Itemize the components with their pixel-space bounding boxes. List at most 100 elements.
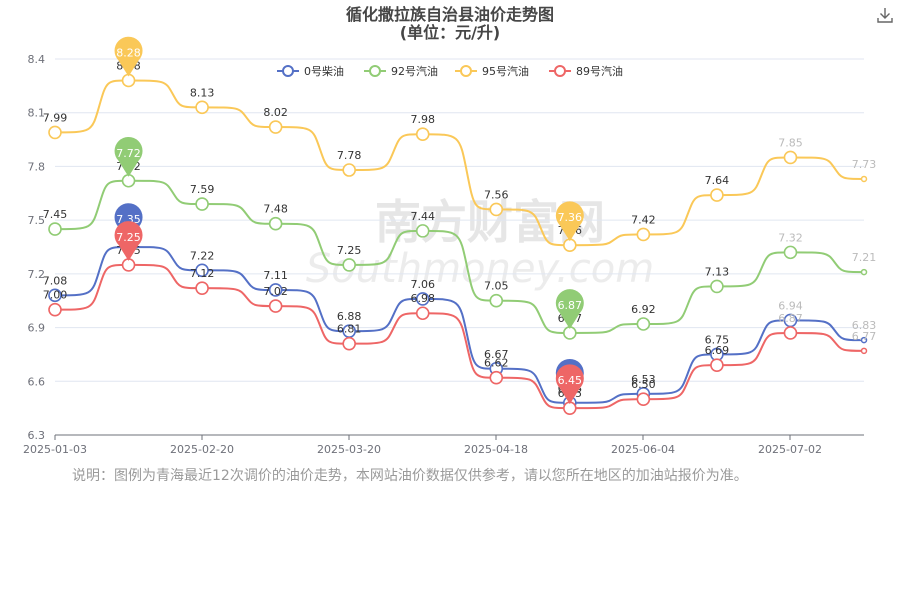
data-label: 7.85 <box>778 136 803 149</box>
pin-shape <box>114 136 143 177</box>
data-label: 6.92 <box>631 303 656 316</box>
data-label: 7.11 <box>263 269 288 282</box>
data-point <box>783 150 798 165</box>
data-label: 6.77 <box>852 330 877 343</box>
data-point <box>636 392 651 406</box>
legend-label: 89号汽油 <box>576 64 623 78</box>
data-label: 8.02 <box>263 106 288 119</box>
data-label: 7.59 <box>190 183 215 196</box>
x-tick-label: 2025-02-20 <box>170 443 234 456</box>
series-line <box>54 179 865 334</box>
pin-shape <box>114 221 143 261</box>
data-label: 6.53 <box>631 373 656 386</box>
y-tick-label: 6.3 <box>28 429 46 442</box>
data-point <box>48 288 62 303</box>
data-point <box>342 258 356 272</box>
axes: 6.3 6.6 6.9 7.2 7.5 7.8 8.1 8.4 2025-01-03 2025-0… <box>23 53 864 456</box>
y-tick-label: 7.5 <box>28 214 46 227</box>
series <box>48 73 868 415</box>
data-label: 7.56 <box>484 188 509 201</box>
data-label: 7.78 <box>337 149 362 162</box>
legend-marker <box>369 65 381 77</box>
data-point <box>48 302 62 317</box>
chart-note: 说明：图例为青海最近12次调价的油价走势，本网站油价数据仅供参考，请以您所在地区… <box>72 468 748 484</box>
chart-subtitle: (单位：元/升) <box>400 23 500 42</box>
grid <box>55 58 864 382</box>
pin-label: 7.72 <box>116 147 141 160</box>
data-label: 7.12 <box>190 267 215 280</box>
data-label: 7.32 <box>778 231 803 244</box>
x-tick-label: 2025-01-03 <box>23 443 87 456</box>
series-line <box>54 79 865 247</box>
x-tick-label: 2025-07-02 <box>758 443 822 456</box>
data-label: 6.87 <box>778 312 803 325</box>
data-point <box>710 188 724 202</box>
data-point <box>415 127 430 141</box>
data-point <box>710 279 724 294</box>
markpoints: 7.356.487.726.878.287.367.256.45 <box>114 36 584 405</box>
data-point <box>48 222 62 236</box>
data-label: 6.81 <box>337 323 362 336</box>
legend-item[interactable]: 89号汽油 <box>549 64 623 78</box>
legend-item[interactable]: 95号汽油 <box>455 64 529 78</box>
data-label: 7.05 <box>484 280 509 293</box>
data-point <box>636 317 651 331</box>
data-point <box>783 326 798 340</box>
data-label: 7.02 <box>263 285 288 298</box>
data-label: 6.67 <box>484 348 509 361</box>
data-label: 7.48 <box>263 203 288 216</box>
data-point <box>195 100 209 115</box>
data-point <box>860 175 868 183</box>
data-label: 6.98 <box>410 292 435 305</box>
markpoint-pin: 6.45 <box>555 364 584 405</box>
watermark-en: Southmoney.com <box>306 246 654 292</box>
legend-label: 95号汽油 <box>482 64 529 78</box>
data-point <box>195 281 209 295</box>
data-label: 6.50 <box>631 378 656 391</box>
data-label: 7.99 <box>43 111 68 124</box>
data-label: 7.98 <box>410 113 435 126</box>
markpoint-pin: 7.36 <box>555 201 584 242</box>
data-point <box>268 216 283 231</box>
legend-item[interactable]: 92号汽油 <box>364 64 438 78</box>
data-label: 6.75 <box>705 333 730 346</box>
pin-shape <box>114 36 143 77</box>
data-label: 7.22 <box>190 249 215 262</box>
data-point <box>860 347 868 355</box>
x-tick-label: 2025-04-18 <box>464 443 528 456</box>
data-point <box>489 293 504 308</box>
y-tick-label: 7.2 <box>28 268 46 281</box>
data-label: 7.45 <box>43 208 68 221</box>
legend[interactable]: 0号柴油 92号汽油 95号汽油 89号汽油 <box>277 64 623 78</box>
x-tick-label: 2025-03-20 <box>317 443 381 456</box>
data-point <box>415 306 430 321</box>
data-point <box>268 283 283 297</box>
markpoint-pin: 8.28 <box>114 36 143 77</box>
y-tick-label: 7.8 <box>28 160 46 173</box>
data-point <box>860 336 868 344</box>
data-label: 6.88 <box>337 310 362 323</box>
data-point <box>860 268 868 276</box>
download-icon[interactable] <box>876 6 894 24</box>
data-label: 6.62 <box>484 357 509 370</box>
data-point <box>268 120 283 134</box>
series-line <box>54 263 865 410</box>
y-tick-label: 6.9 <box>28 322 46 335</box>
data-point <box>342 336 356 351</box>
legend-marker <box>460 65 472 77</box>
markpoint-pin: 6.87 <box>555 289 584 329</box>
data-point <box>195 263 209 278</box>
pin-label: 8.28 <box>116 46 141 59</box>
data-label: 7.06 <box>410 278 435 291</box>
y-tick-label: 8.4 <box>28 53 46 66</box>
pin-shape <box>555 201 584 242</box>
y-tick-label: 6.6 <box>28 375 46 388</box>
chart-title: 循化撒拉族自治县油价走势图 <box>346 5 554 24</box>
data-point <box>710 358 724 372</box>
legend-item[interactable]: 0号柴油 <box>277 64 344 78</box>
data-label: 7.44 <box>410 210 435 223</box>
pin-label: 7.25 <box>116 231 141 244</box>
data-point <box>489 202 504 217</box>
legend-label: 0号柴油 <box>304 64 344 78</box>
data-label: 7.13 <box>705 265 730 278</box>
